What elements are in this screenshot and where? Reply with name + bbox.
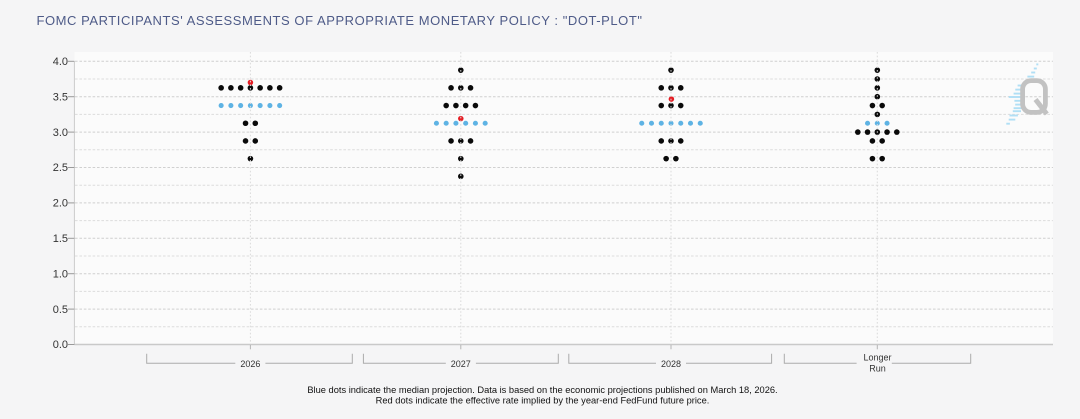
svg-text:1.0: 1.0 xyxy=(53,268,68,280)
svg-text:Run: Run xyxy=(869,364,886,374)
svg-text:0.0: 0.0 xyxy=(53,339,68,351)
svg-text:4.0: 4.0 xyxy=(53,56,68,68)
svg-text:0.5: 0.5 xyxy=(53,304,68,316)
svg-text:Blue dots indicate the median: Blue dots indicate the median projection… xyxy=(307,385,777,395)
svg-text:1.5: 1.5 xyxy=(53,233,68,245)
svg-text:2.0: 2.0 xyxy=(53,198,68,210)
svg-text:FOMC PARTICIPANTS' ASSESSMENTS: FOMC PARTICIPANTS' ASSESSMENTS OF APPROP… xyxy=(37,13,643,28)
svg-text:2028: 2028 xyxy=(661,359,681,369)
svg-text:Longer: Longer xyxy=(863,353,891,363)
svg-text:3.0: 3.0 xyxy=(53,127,68,139)
svg-text:2.5: 2.5 xyxy=(53,162,68,174)
svg-text:Red dots indicate the effectiv: Red dots indicate the effective rate imp… xyxy=(376,396,710,406)
svg-text:3.5: 3.5 xyxy=(53,91,68,103)
svg-text:2027: 2027 xyxy=(451,359,471,369)
svg-text:2026: 2026 xyxy=(240,359,260,369)
